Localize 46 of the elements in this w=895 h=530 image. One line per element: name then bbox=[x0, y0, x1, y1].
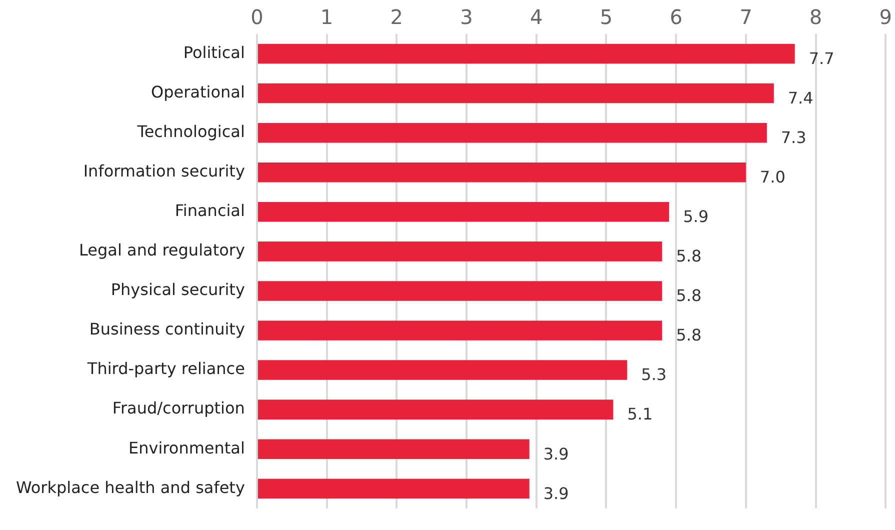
x-tick-label: 0 bbox=[250, 5, 264, 30]
data-label: 7.4 bbox=[788, 88, 814, 108]
y-tick-label: Workplace health and safety bbox=[16, 478, 245, 497]
y-tick-label: Business continuity bbox=[89, 320, 245, 339]
x-tick-label: 4 bbox=[530, 5, 543, 30]
x-tick-label: 9 bbox=[879, 5, 892, 30]
bar bbox=[258, 202, 670, 222]
y-tick-label: Fraud/corruption bbox=[112, 398, 245, 418]
data-label: 5.8 bbox=[676, 246, 702, 266]
y-tick-label: Political bbox=[183, 42, 245, 62]
data-label: 5.8 bbox=[676, 286, 702, 306]
bar bbox=[258, 122, 767, 143]
bar bbox=[258, 281, 662, 301]
bar bbox=[258, 400, 614, 420]
data-label: 5.1 bbox=[627, 404, 653, 424]
x-tick-label: 5 bbox=[600, 5, 613, 30]
data-label: 7.0 bbox=[760, 168, 786, 187]
y-tick-label: Legal and regulatory bbox=[79, 240, 245, 260]
data-label: 3.9 bbox=[543, 444, 569, 464]
bar bbox=[258, 83, 774, 104]
y-tick-label: Physical security bbox=[110, 280, 245, 300]
bar bbox=[258, 242, 662, 262]
y-tick-label: Technological bbox=[136, 122, 245, 141]
x-tick-label: 6 bbox=[670, 5, 682, 30]
data-label: 7.7 bbox=[808, 48, 834, 68]
y-tick-label: Third-party reliance bbox=[86, 359, 245, 378]
y-tick-label: Information security bbox=[83, 162, 245, 181]
y-tick-label: Financial bbox=[174, 201, 245, 220]
bar bbox=[258, 439, 530, 459]
data-label: 3.9 bbox=[543, 484, 569, 503]
x-tick-label: 3 bbox=[460, 5, 473, 30]
x-tick-label: 7 bbox=[740, 5, 752, 30]
x-tick-label: 2 bbox=[390, 5, 404, 30]
bar bbox=[258, 162, 746, 182]
bar bbox=[258, 478, 530, 499]
data-label: 5.3 bbox=[641, 365, 667, 384]
data-label: 5.9 bbox=[683, 207, 709, 226]
y-tick-label: Operational bbox=[151, 82, 245, 102]
bar bbox=[258, 320, 662, 340]
data-label: 7.3 bbox=[780, 128, 806, 147]
bar bbox=[258, 44, 795, 64]
y-tick-label: Environmental bbox=[128, 438, 245, 458]
x-tick-label: 1 bbox=[320, 5, 334, 30]
data-label: 5.8 bbox=[676, 326, 702, 345]
bar bbox=[258, 360, 628, 380]
x-tick-label: 8 bbox=[809, 5, 822, 30]
